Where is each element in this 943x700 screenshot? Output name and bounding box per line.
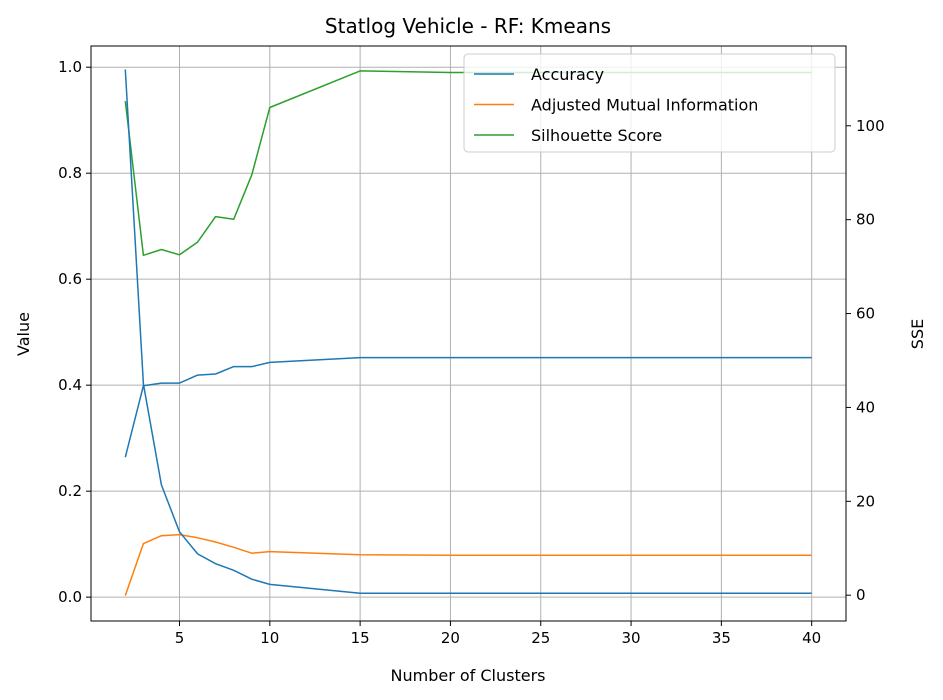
y2-tick-label: 20 — [856, 492, 875, 510]
x-tick-label: 20 — [441, 629, 460, 647]
chart-title: Statlog Vehicle - RF: Kmeans — [325, 14, 611, 38]
x-axis-label: Number of Clusters — [391, 666, 546, 685]
legend-box — [463, 53, 836, 153]
y-tick-label: 1.0 — [58, 58, 82, 76]
y2-tick-label: 100 — [856, 117, 885, 135]
x-tick-label: 15 — [351, 629, 370, 647]
y-tick-label: 0.0 — [58, 588, 82, 606]
legend-label: Accuracy — [531, 65, 604, 84]
y-tick-label: 0.2 — [58, 482, 82, 500]
x-tick-label: 35 — [712, 629, 731, 647]
legend: Accuracy Adjusted Mutual Information Silho… — [463, 53, 836, 153]
y-tick-label: 0.4 — [58, 376, 82, 394]
y2-tick-label: 60 — [856, 305, 875, 323]
series-line-sse — [124, 69, 812, 595]
y2-axis-label: SSE — [908, 319, 927, 349]
x-tick-label: 40 — [802, 629, 821, 647]
x-tick-label: 30 — [622, 629, 641, 647]
y2-tick-label: 40 — [856, 398, 875, 416]
x-tick-label: 5 — [175, 629, 185, 647]
ticks-layer: 5 10 15 20 25 30 35 40 0.0 0.2 0.4 0.6 0.8 1.0 0 20 40 60… — [58, 58, 885, 647]
legend-label: Silhouette Score — [531, 126, 662, 145]
series-line-adjusted-mutual-information — [124, 533, 812, 596]
y2-tick-label: 80 — [856, 211, 875, 229]
y-axis-label: Value — [14, 312, 33, 356]
y2-tick-label: 0 — [856, 586, 866, 604]
y-tick-label: 0.8 — [58, 164, 82, 182]
x-tick-label: 10 — [260, 629, 279, 647]
x-tick-label: 25 — [531, 629, 550, 647]
y-tick-label: 0.6 — [58, 270, 82, 288]
series-line-accuracy — [124, 356, 812, 458]
plot-frame — [90, 45, 847, 622]
legend-label: Adjusted Mutual Information — [531, 96, 758, 115]
